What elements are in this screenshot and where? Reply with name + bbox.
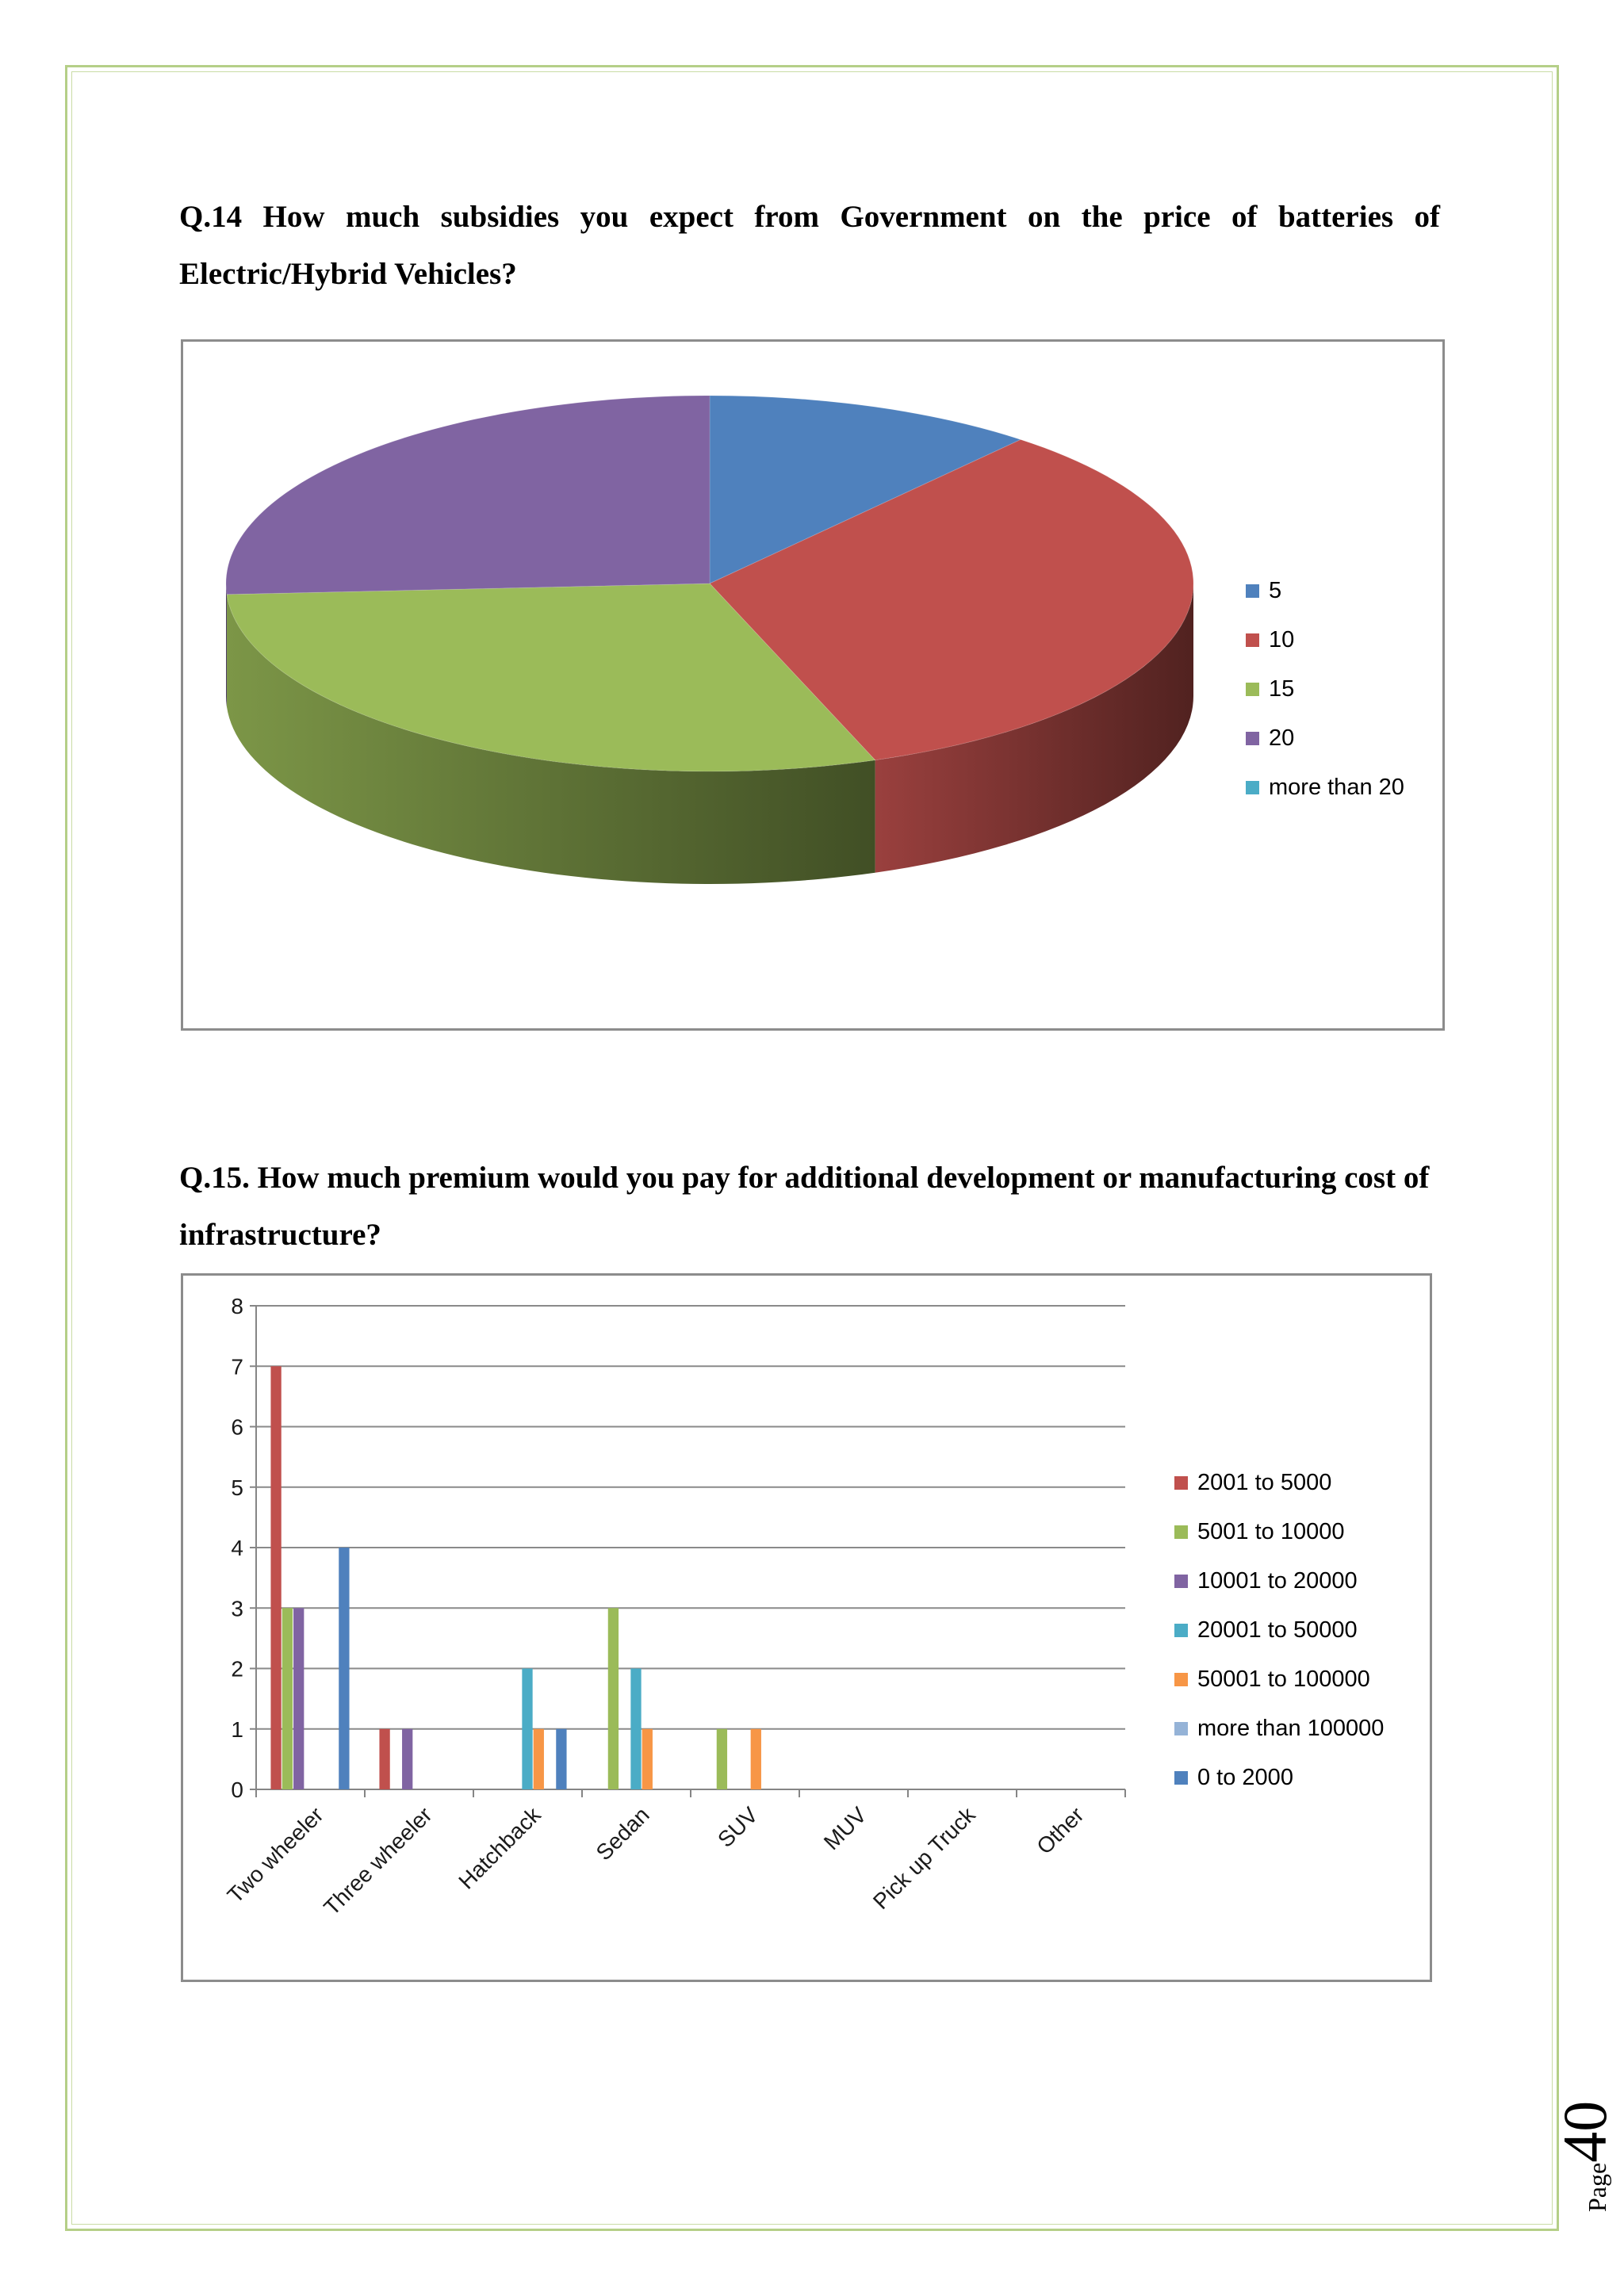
- page-word: Page: [1583, 2162, 1611, 2212]
- bar-sedan-20001-to-50000: [630, 1668, 642, 1789]
- bar-sedan-5001-to-10000: [607, 1608, 619, 1789]
- bar-legend-swatch: [1174, 1770, 1188, 1785]
- bar-legend-swatch: [1174, 1525, 1188, 1539]
- page-number: Page40: [1508, 2101, 1619, 2212]
- pie-side-20: [226, 584, 228, 707]
- premium-bar-chart: 0 1 2 3 4 5 6 7 8 Two wheeler Three wheeler Hatchba…: [181, 1273, 1432, 1982]
- pie-slice-20: [225, 395, 710, 595]
- x-tick-label-sedan: Sedan: [592, 1802, 654, 1865]
- x-tick-label-pick-up-truck: Pick up Truck: [868, 1802, 980, 1914]
- pie-legend-label: 20: [1269, 725, 1295, 751]
- bar-legend-item-50001-to-100000: 50001 to 100000: [1174, 1655, 1384, 1704]
- pie-legend-swatch: [1246, 682, 1259, 696]
- bar-two-wheeler-2001-to-5000: [270, 1366, 282, 1789]
- bar-two-wheeler-5001-to-10000: [282, 1608, 293, 1789]
- pie-legend: 5 10 15 20 more than 20: [1246, 566, 1404, 812]
- pie-chart-svg: [225, 395, 1194, 884]
- y-tick-label: 5: [231, 1475, 243, 1500]
- bar-three-wheeler-2001-to-5000: [379, 1728, 390, 1789]
- y-tick-label: 1: [231, 1717, 243, 1742]
- bar-hatchback-50001-to-100000: [533, 1728, 544, 1789]
- bar-legend-swatch: [1174, 1475, 1188, 1490]
- bar-hatchback-0-to-2000: [556, 1728, 567, 1789]
- pie-legend-item-15: 15: [1246, 664, 1404, 714]
- bar-legend-item-5001-to-10000: 5001 to 10000: [1174, 1507, 1384, 1556]
- bar-legend-item-0-to-2000: 0 to 2000: [1174, 1753, 1384, 1802]
- bar-legend-label: 50001 to 100000: [1197, 1667, 1370, 1692]
- pie-slice-15: [226, 583, 876, 772]
- bar-three-wheeler-10001-to-20000: [402, 1728, 413, 1789]
- x-tick-label-three-wheeler: Three wheeler: [319, 1802, 436, 1919]
- bar-two-wheeler-10001-to-20000: [293, 1608, 304, 1789]
- bar-legend: 2001 to 5000 5001 to 10000 10001 to 20000 2…: [1174, 1458, 1384, 1802]
- bar-legend-item-20001-to-50000: 20001 to 50000: [1174, 1605, 1384, 1655]
- page-number-value: 40: [1550, 2100, 1619, 2163]
- pie-side-15: [227, 594, 875, 884]
- bar-legend-label: 5001 to 10000: [1197, 1519, 1345, 1544]
- y-tick-label: 7: [231, 1354, 243, 1379]
- bar-legend-item-10001-to-20000: 10001 to 20000: [1174, 1556, 1384, 1605]
- bar-legend-swatch: [1174, 1721, 1188, 1735]
- bar-legend-label: 2001 to 5000: [1197, 1470, 1332, 1495]
- bar-legend-label: 10001 to 20000: [1197, 1568, 1358, 1594]
- pie-legend-swatch: [1246, 584, 1259, 598]
- y-tick-label: 8: [231, 1294, 243, 1318]
- bar-legend-swatch: [1174, 1574, 1188, 1588]
- pie-slice-10: [709, 438, 1194, 761]
- y-tick-label: 3: [231, 1596, 243, 1621]
- bar-suv-5001-to-10000: [716, 1728, 728, 1789]
- bar-legend-swatch: [1174, 1623, 1188, 1637]
- x-tick-label-hatchback: Hatchback: [454, 1802, 546, 1894]
- subsidy-pie-chart: 5 10 15 20 more than 20: [181, 339, 1445, 1031]
- x-tick-label-two-wheeler: Two wheeler: [223, 1802, 328, 1908]
- bar-legend-swatch: [1174, 1672, 1188, 1686]
- bar-legend-item-more-than-100000: more than 100000: [1174, 1704, 1384, 1753]
- pie-legend-label: more than 20: [1269, 775, 1404, 800]
- bar-legend-item-2001-to-5000: 2001 to 5000: [1174, 1458, 1384, 1507]
- pie-legend-label: 5: [1269, 578, 1282, 603]
- pie-legend-swatch: [1246, 780, 1259, 794]
- bar-legend-label: 20001 to 50000: [1197, 1617, 1358, 1643]
- page-border: [65, 65, 1559, 2231]
- question-15: Q.15. How much premium would you pay for…: [179, 1161, 1430, 1252]
- x-tick-label-muv: MUV: [819, 1802, 871, 1854]
- bar-hatchback-20001-to-50000: [522, 1668, 533, 1789]
- y-tick-label: 4: [231, 1536, 243, 1560]
- pie-legend-swatch: [1246, 731, 1259, 745]
- x-tick-label-other: Other: [1032, 1802, 1088, 1858]
- bar-suv-50001-to-100000: [750, 1728, 761, 1789]
- y-tick-label: 6: [231, 1415, 243, 1440]
- pie-legend-item-5: 5: [1246, 566, 1404, 615]
- pie-legend-item-10: 10: [1246, 615, 1404, 664]
- page-border-inner: [71, 71, 1553, 2225]
- bar-sedan-50001-to-100000: [642, 1728, 653, 1789]
- question-14: Q.14 How much subsidies you expect from …: [179, 200, 1440, 291]
- pie-slice-5: [709, 395, 1022, 584]
- pie-side-10: [875, 584, 1193, 873]
- pie-legend-item-20: 20: [1246, 714, 1404, 763]
- y-tick-label: 2: [231, 1657, 243, 1682]
- pie-legend-label: 15: [1269, 676, 1295, 702]
- pie-legend-label: 10: [1269, 627, 1295, 652]
- bar-legend-label: 0 to 2000: [1197, 1765, 1293, 1790]
- bar-legend-label: more than 100000: [1197, 1716, 1385, 1741]
- pie-legend-item-more-than-20: more than 20: [1246, 763, 1404, 812]
- pie-legend-swatch: [1246, 633, 1259, 647]
- bar-two-wheeler-0-to-2000: [339, 1548, 350, 1789]
- y-tick-label: 0: [231, 1777, 243, 1802]
- x-tick-label-suv: SUV: [713, 1802, 763, 1852]
